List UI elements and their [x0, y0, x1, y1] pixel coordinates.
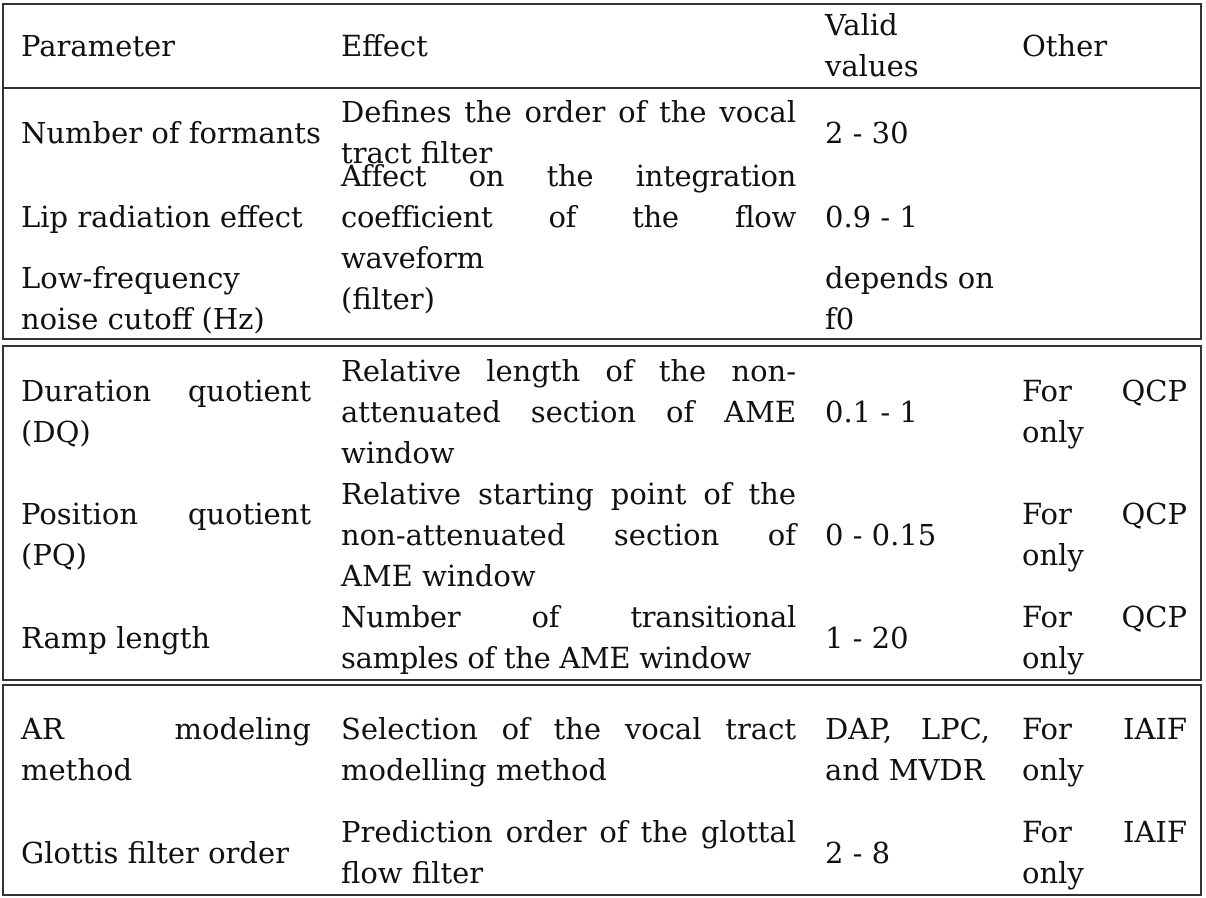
- cell-valid-values: DAP, LPC, and MVDR: [825, 712, 990, 787]
- cell-parameter: Duration quotient (DQ): [21, 374, 311, 449]
- header-effect-cell: Effect: [341, 5, 796, 87]
- cell-effect: (filter): [341, 281, 435, 316]
- cell-valid-values: 0.1 - 1: [825, 394, 918, 429]
- cell-other: For QCP only: [1022, 497, 1187, 572]
- cell-valid-values: 0.9 - 1: [825, 199, 918, 234]
- cell-effect: Number of transitional samples of the AM…: [341, 600, 796, 675]
- table-row: Ramp length Number of transitional sampl…: [4, 597, 1200, 679]
- table-header: Parameter Effect Valid values Other: [2, 3, 1202, 89]
- table-group-3: AR modeling method Selection of the voca…: [2, 684, 1202, 896]
- header-other-cell: Other: [1022, 5, 1187, 87]
- cell-effect: Prediction order of the glottal flow fil…: [341, 815, 796, 890]
- cell-other: For QCP only: [1022, 600, 1187, 675]
- cell-other: For IAIF only: [1022, 815, 1187, 890]
- cell-valid-values: 2 - 8: [825, 835, 891, 870]
- table-row: Glottis filter order Prediction order of…: [4, 812, 1200, 894]
- cell-parameter: Glottis filter order: [21, 835, 290, 870]
- header-effect: Effect: [341, 28, 428, 63]
- cell-valid-values: depends on f0: [825, 261, 994, 336]
- table-row: Duration quotient (DQ) Relative length o…: [4, 351, 1200, 473]
- cell-parameter: Low-frequency noise cutoff (Hz): [21, 261, 265, 336]
- cell-parameter: Lip radiation effect: [21, 199, 303, 234]
- header-row: Parameter Effect Valid values Other: [4, 5, 1200, 87]
- header-parameter: Parameter: [21, 28, 175, 63]
- cell-effect: Selection of the vocal tract modelling m…: [341, 712, 796, 787]
- cell-parameter: AR modeling method: [21, 712, 311, 787]
- cell-parameter: Position quotient (PQ): [21, 497, 311, 572]
- cell-other: For IAIF only: [1022, 712, 1187, 787]
- cell-effect: Relative length of the non-attenuated se…: [341, 353, 796, 470]
- table-row: Position quotient (PQ) Relative starting…: [4, 473, 1200, 597]
- table-row: Number of formants Defines the order of …: [4, 91, 1200, 175]
- cell-parameter: Ramp length: [21, 620, 211, 655]
- header-valid: Valid values: [825, 8, 919, 83]
- cell-effect: Relative starting point of the non-atten…: [341, 476, 796, 593]
- cell-valid-values: 2 - 30: [825, 115, 909, 150]
- cell-parameter: Number of formants: [21, 115, 321, 150]
- cell-effect: Defines the order of the vocal tract fil…: [341, 95, 796, 170]
- table-row: Low-frequency noise cutoff (Hz) (filter)…: [4, 259, 1200, 339]
- table-row: AR modeling method Selection of the voca…: [4, 688, 1200, 812]
- cell-other: [1022, 259, 1187, 339]
- header-parameter-cell: Parameter: [21, 5, 311, 87]
- cell-other: [1022, 91, 1187, 175]
- table-group-2: Duration quotient (DQ) Relative length o…: [2, 345, 1202, 681]
- table-row: Lip radiation effect Affect on the integ…: [4, 158, 1200, 275]
- cell-valid-values: 1 - 20: [825, 620, 909, 655]
- cell-effect: Affect on the integration coefficient of…: [341, 158, 796, 275]
- cell-other: For QCP only: [1022, 374, 1187, 449]
- table-group-1: Number of formants Defines the order of …: [2, 87, 1202, 340]
- header-other: Other: [1022, 28, 1108, 63]
- header-valid-cell: Valid values: [825, 5, 945, 87]
- cell-other: [1022, 175, 1187, 259]
- cell-valid-values: 0 - 0.15: [825, 517, 937, 552]
